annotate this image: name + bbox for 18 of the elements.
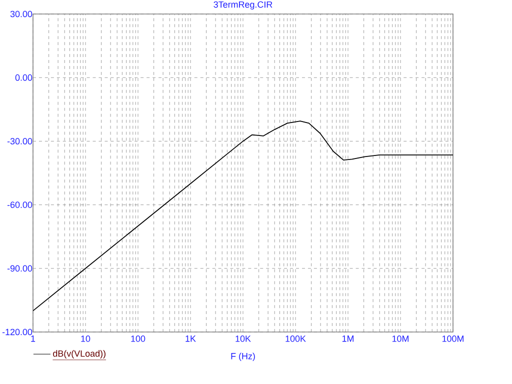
legend-label: dB(v(VLoad)) bbox=[53, 350, 106, 358]
x-tick-label: 100K bbox=[286, 336, 306, 342]
y-tick-label: -120.00 bbox=[2, 328, 32, 336]
x-tick-label: 10M bbox=[392, 336, 408, 342]
x-tick-label: 100 bbox=[131, 336, 146, 342]
y-tick-label: -90.00 bbox=[7, 265, 32, 272]
x-tick-label: 10K bbox=[236, 336, 251, 342]
y-tick-label: 30.00 bbox=[10, 10, 32, 18]
y-tick-label: 0.00 bbox=[15, 74, 32, 81]
x-tick-label: 1K bbox=[186, 336, 196, 342]
x-tick-label: 1M bbox=[342, 336, 354, 342]
x-axis-title: F (Hz) bbox=[231, 352, 255, 362]
chart-title: 3TermReg.CIR bbox=[214, 1, 272, 10]
x-tick-label: 1 bbox=[31, 336, 36, 342]
y-tick-label: -60.00 bbox=[7, 202, 32, 208]
x-tick-label: 100M bbox=[442, 336, 464, 342]
y-tick-label: -30.00 bbox=[7, 138, 32, 144]
x-tick-label: 10 bbox=[81, 336, 90, 342]
